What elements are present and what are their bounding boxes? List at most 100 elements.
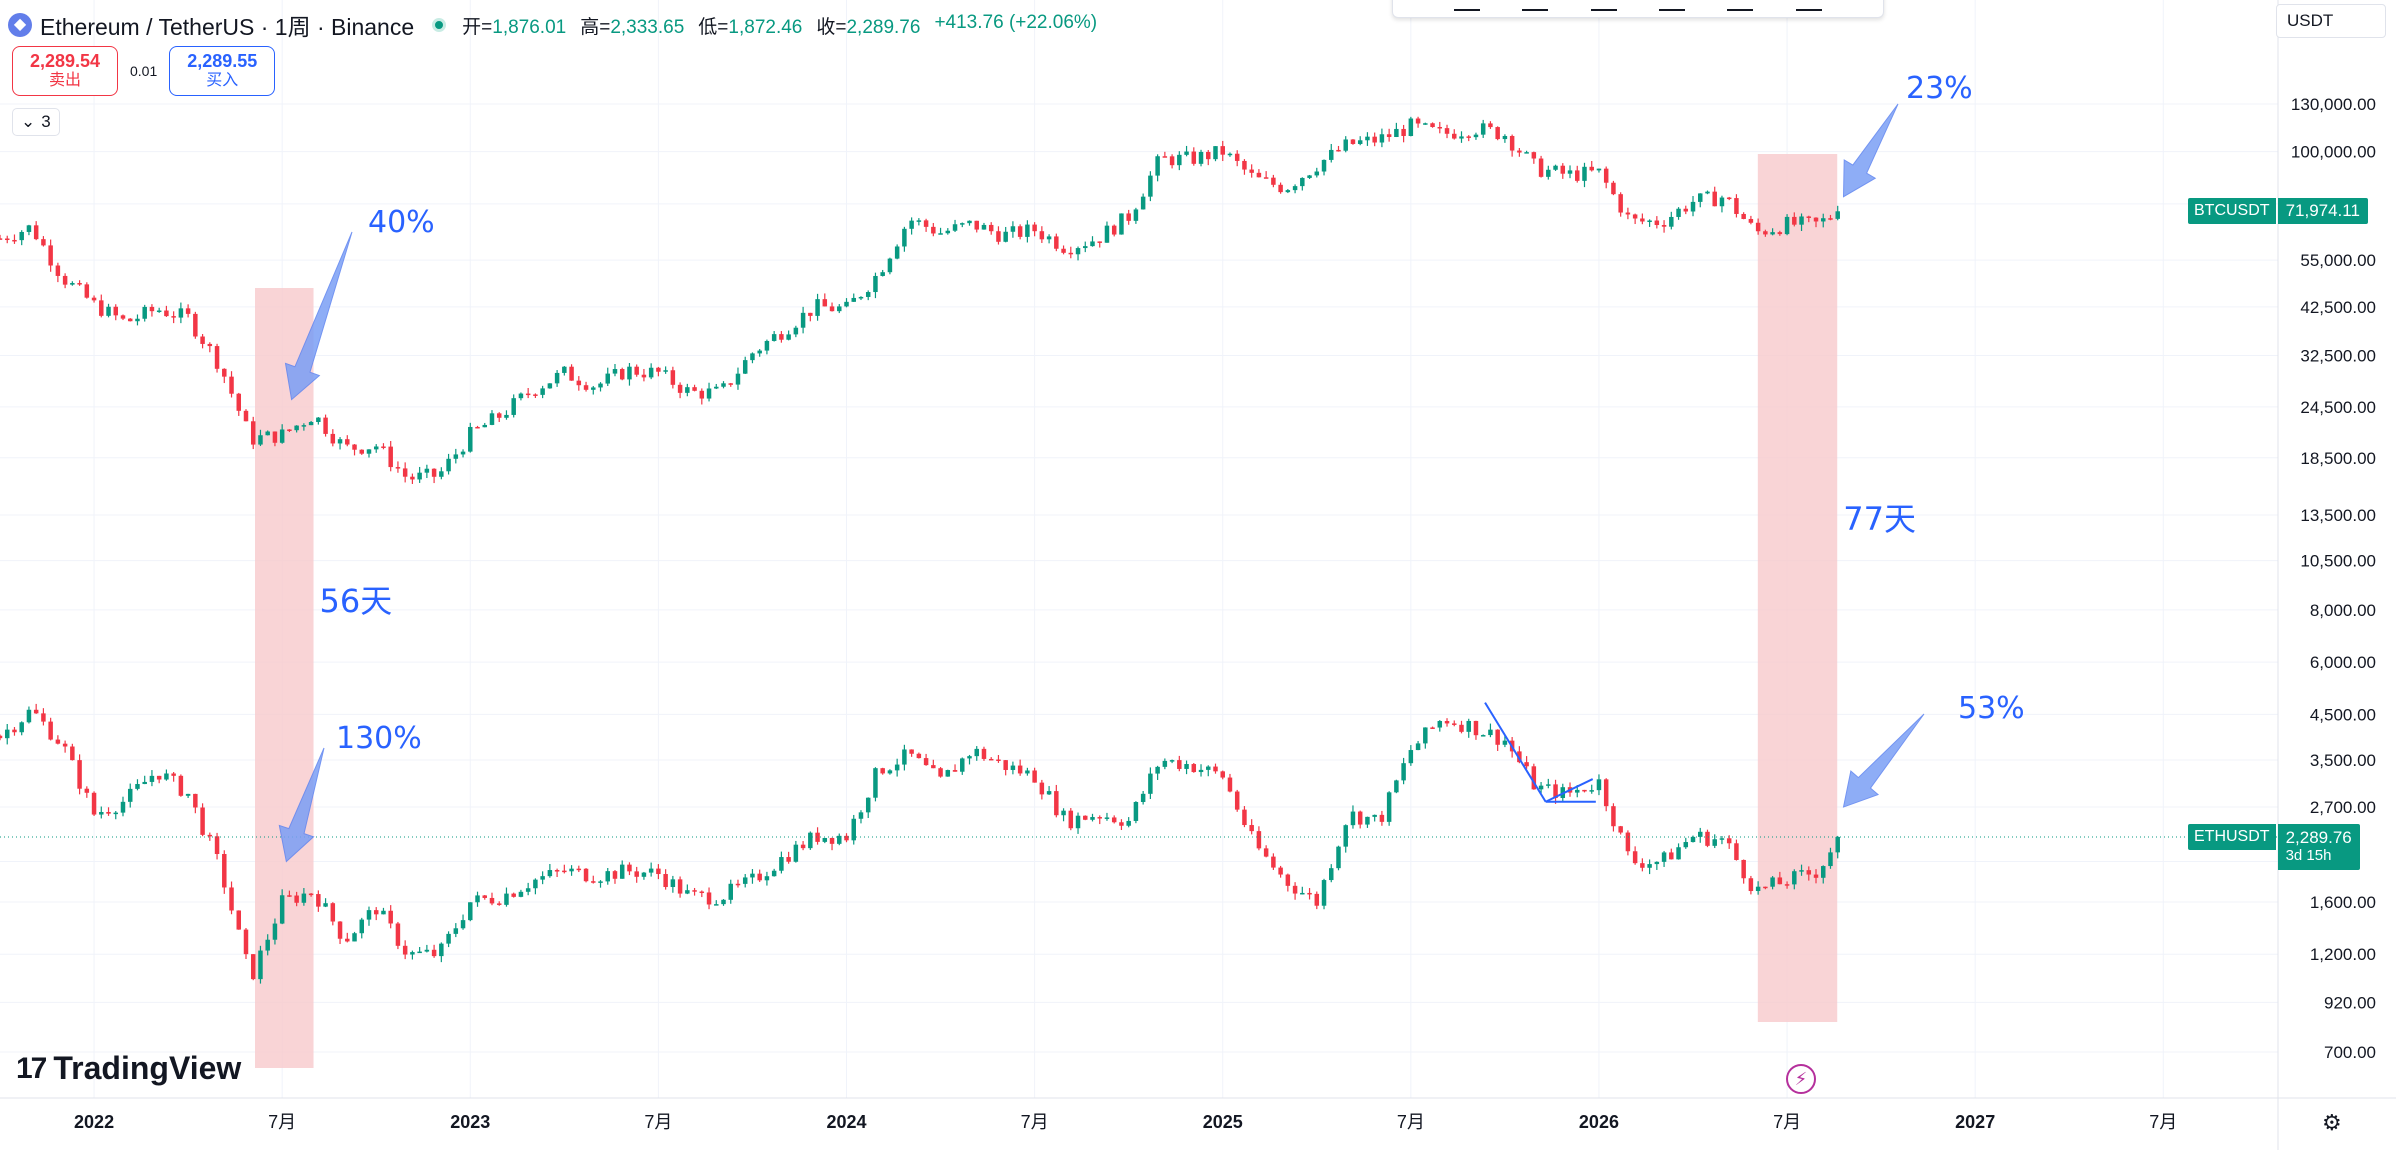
candle-body: [1618, 826, 1623, 833]
drawing-tool-icon[interactable]: [1522, 0, 1549, 11]
candle-body: [1155, 766, 1160, 774]
gear-icon[interactable]: ⚙: [2322, 1110, 2342, 1135]
candle-body: [1140, 196, 1146, 210]
symbol-title[interactable]: Ethereum / TetherUS · 1周 · Binance: [40, 14, 415, 40]
candle-body: [345, 439, 350, 445]
candle-series-btcusdt: [0, 116, 1840, 484]
candle-body: [612, 871, 618, 879]
candle-body: [70, 746, 75, 761]
candle-body: [844, 835, 849, 841]
candle-body: [113, 812, 119, 815]
candle-body: [294, 895, 299, 903]
candle-body: [996, 759, 1001, 761]
candle-body: [894, 764, 900, 771]
drawing-tool-icon[interactable]: [1454, 0, 1481, 11]
lightning-icon[interactable]: ⚡: [1786, 1064, 1816, 1094]
candle-body: [1538, 158, 1544, 177]
sell-button[interactable]: 2,289.54 卖出: [12, 46, 118, 96]
candle-body: [99, 812, 104, 815]
candle-body: [1321, 159, 1327, 172]
candle-body: [1799, 216, 1804, 225]
drawing-tool-icon[interactable]: [1659, 0, 1686, 11]
candle-body: [1806, 870, 1812, 875]
candle-body: [1408, 750, 1414, 764]
eth-price-tag: ETHUSDT 2,289.76 3d 15h: [2188, 823, 2360, 870]
candle-body: [858, 296, 864, 299]
candle-body: [1256, 172, 1262, 178]
candle-body: [381, 910, 386, 915]
candle-body: [554, 870, 560, 872]
drawing-tool-icon[interactable]: [1590, 0, 1617, 11]
candle-body: [1090, 241, 1095, 247]
candle-body: [865, 797, 871, 813]
candle-body: [1705, 191, 1710, 194]
candle-body: [540, 876, 545, 880]
candle-body: [1263, 177, 1269, 179]
candle-body: [916, 220, 922, 222]
candle-body: [605, 871, 610, 882]
candle-body: [178, 775, 184, 796]
y-tick-label: 3,500.00: [2310, 751, 2376, 770]
candle-body: [786, 334, 791, 340]
candle-body: [822, 299, 828, 307]
x-tick-label: 2023: [450, 1112, 490, 1132]
candle-body: [1206, 151, 1211, 160]
x-tick-label: 7月: [1773, 1112, 1801, 1132]
candle-body: [967, 220, 972, 224]
y-tick-label: 13,500.00: [2300, 506, 2376, 525]
candle-body: [880, 768, 885, 774]
candle-body: [504, 893, 509, 905]
candle-body: [345, 938, 350, 942]
candle-body: [656, 868, 661, 875]
candle-body: [837, 306, 842, 312]
candle-body: [938, 768, 943, 777]
candle-body: [1712, 839, 1717, 846]
candle-body: [265, 431, 270, 436]
y-tick-label: 4,500.00: [2310, 705, 2376, 724]
candle-body: [214, 836, 220, 854]
candle-body: [547, 383, 553, 389]
tradingview-logo[interactable]: 17 TradingView: [16, 1050, 241, 1087]
candle-body: [1712, 191, 1717, 207]
candle-body: [1480, 735, 1486, 737]
candle-body: [1285, 190, 1291, 193]
candle-body: [410, 476, 415, 480]
candle-body: [482, 895, 487, 898]
candle-body: [258, 950, 263, 980]
y-tick-label: 24,500.00: [2300, 398, 2376, 417]
candle-body: [496, 903, 502, 905]
drawing-tool-icon[interactable]: [1727, 0, 1754, 11]
candle-body: [279, 429, 285, 443]
candle-body: [41, 239, 46, 246]
buy-button[interactable]: 2,289.55 买入: [169, 46, 276, 96]
market-status-icon[interactable]: [432, 18, 447, 32]
candle-body: [677, 384, 683, 393]
highlight-ranges: [254, 154, 1838, 1068]
candle-body: [1589, 166, 1594, 171]
candle-body: [1423, 727, 1428, 744]
candle-body: [171, 316, 176, 318]
candle-body: [1278, 184, 1283, 193]
candle-body: [1603, 779, 1609, 807]
candle-body: [1741, 213, 1746, 219]
x-tick-label: 7月: [2149, 1112, 2177, 1132]
drawing-tool-icon[interactable]: [1795, 0, 1822, 11]
candle-body: [1575, 170, 1580, 181]
candle-body: [1821, 218, 1826, 222]
candle-body: [127, 318, 133, 322]
candle-body: [388, 446, 393, 468]
candle-body: [648, 868, 654, 873]
annotations-overlay: 56天 77天 40% 130% 23% 53%: [278, 71, 2025, 863]
candle-body: [1806, 216, 1812, 218]
candle-body: [229, 887, 234, 911]
candle-body: [1792, 216, 1797, 225]
candle-body: [1524, 762, 1529, 767]
candle-body: [1828, 218, 1833, 220]
candle-body: [1090, 817, 1095, 820]
candle-body: [931, 765, 936, 769]
candle-body: [1263, 848, 1269, 857]
indicators-toggle-button[interactable]: ⌄ 3: [12, 108, 60, 136]
candle-body: [1625, 832, 1631, 852]
currency-select[interactable]: USDT: [2276, 4, 2386, 38]
